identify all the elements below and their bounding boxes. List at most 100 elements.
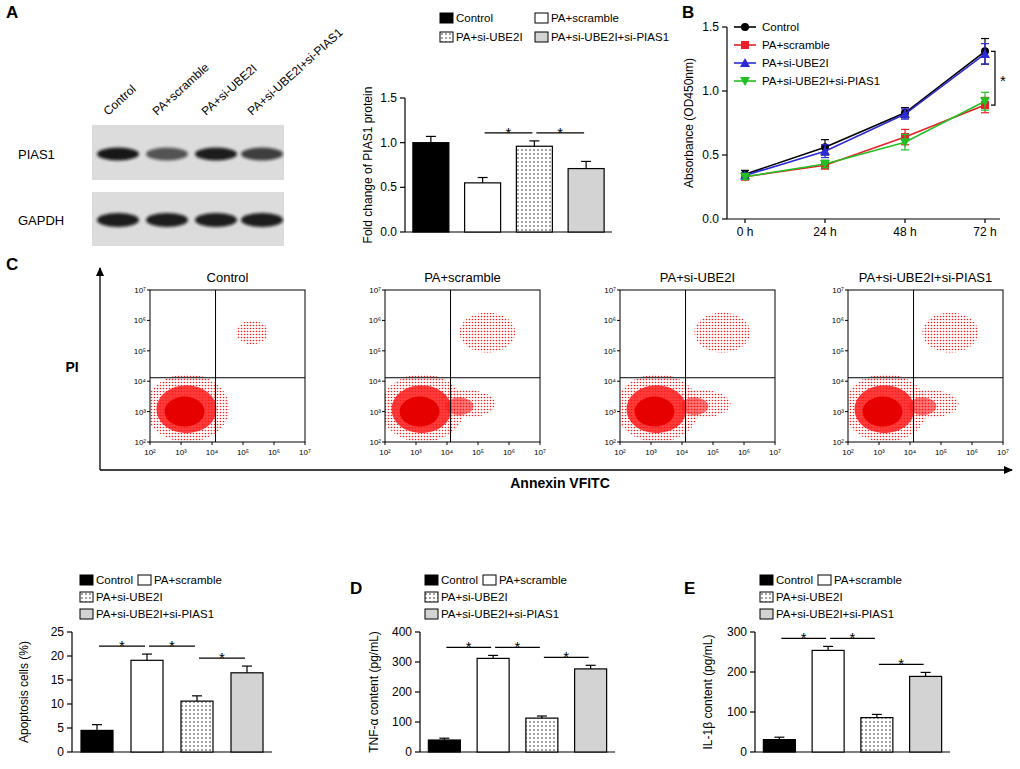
event-halo xyxy=(671,390,731,418)
panel-letter: C xyxy=(6,255,18,274)
quadrant-gate xyxy=(450,290,451,442)
dot-plot: Control10²10³10⁴10⁵10⁶10⁷10²10³10⁴10⁵10⁶… xyxy=(134,270,311,457)
y-tick-label: 25 xyxy=(51,625,65,639)
y-tick xyxy=(845,320,848,321)
y-arrow xyxy=(99,268,100,470)
error-bar xyxy=(192,696,202,701)
x-tick xyxy=(879,442,880,445)
y-tick-label: 10⁴ xyxy=(832,377,845,386)
bar xyxy=(231,673,263,752)
y-axis-label: IL-1β content (pg/mL) xyxy=(701,635,715,750)
y-tick xyxy=(382,350,385,351)
error-cap xyxy=(901,129,909,130)
y-tick xyxy=(845,350,848,351)
event-halo xyxy=(236,320,268,344)
figure: ABCDEPIAS1GAPDHControlPA+scramblePA+si-U… xyxy=(0,0,1020,769)
y-tick xyxy=(415,721,420,722)
bar xyxy=(812,650,844,752)
pias1-band xyxy=(195,148,237,161)
bar-chart: 0100200300400TNF-α content (pg/mL)***Con… xyxy=(367,574,615,759)
y-tick xyxy=(617,411,620,412)
x-tick xyxy=(744,442,745,445)
gapdh-band xyxy=(97,213,139,227)
error-bar xyxy=(981,97,989,112)
y-tick xyxy=(617,381,620,382)
quadrant-gate xyxy=(848,377,1003,378)
y-tick xyxy=(147,290,150,291)
legend-label: PA+si-UBE2I xyxy=(441,591,508,603)
x-tick-label: 24 h xyxy=(813,225,836,239)
y-tick-label: 100 xyxy=(392,715,412,729)
significance-star: * xyxy=(219,649,225,666)
x-tick-label: 10⁶ xyxy=(738,448,750,457)
plot-frame xyxy=(620,290,775,442)
error-cap xyxy=(426,136,436,137)
event-halo xyxy=(899,390,959,418)
y-tick xyxy=(382,442,385,443)
error-bar xyxy=(921,672,931,676)
y-tick xyxy=(400,231,405,232)
y-tick-label: 10⁵ xyxy=(604,347,616,356)
error-bar xyxy=(142,654,152,660)
event-core xyxy=(156,385,216,433)
y-tick xyxy=(382,411,385,412)
y-tick-label: 20 xyxy=(51,649,65,663)
error-cap xyxy=(981,92,989,93)
event-core xyxy=(680,397,708,415)
y-axis xyxy=(726,27,727,219)
bar xyxy=(131,660,163,752)
legend-swatch xyxy=(425,575,438,585)
error-cap xyxy=(142,653,152,654)
event-halo xyxy=(922,312,978,352)
error-bar xyxy=(774,737,784,739)
gapdh-band xyxy=(146,213,188,227)
legend-swatch xyxy=(483,575,496,585)
x-tick-label: 10⁵ xyxy=(237,448,249,457)
event-halo xyxy=(150,374,229,442)
legend-label: PA+si-UBE2I+si-PIAS1 xyxy=(96,608,214,620)
x-tick-label: 10³ xyxy=(410,448,422,457)
x-tick xyxy=(651,442,652,445)
y-tick-label: 10² xyxy=(134,438,146,447)
dot-cloud xyxy=(150,320,268,442)
legend-swatch xyxy=(818,575,831,585)
y-tick-label: 10⁵ xyxy=(369,347,381,356)
series-group xyxy=(740,39,990,182)
legend-marker xyxy=(740,77,750,86)
y-tick-label: 200 xyxy=(392,685,412,699)
x-tick-label: 10² xyxy=(144,448,156,457)
y-tick-label: 10⁶ xyxy=(832,316,844,325)
point-marker xyxy=(820,146,830,155)
y-tick xyxy=(845,411,848,412)
gapdh-band xyxy=(241,213,283,227)
error-cap xyxy=(478,177,488,178)
y-axis xyxy=(404,98,405,232)
y-tick xyxy=(845,381,848,382)
y-tick-label: 10⁴ xyxy=(369,377,382,386)
legend-swatch xyxy=(138,575,151,585)
y-tick xyxy=(67,727,72,728)
pias1-band xyxy=(241,148,283,161)
y-tick xyxy=(67,703,72,704)
y-tick-label: 10⁷ xyxy=(604,286,616,295)
y-tick xyxy=(722,26,727,27)
y-tick-label: 0 xyxy=(405,745,412,759)
y-tick-label: 10³ xyxy=(832,408,844,417)
legend-swatch xyxy=(440,32,453,42)
error-cap xyxy=(981,38,989,39)
quadrant-gate xyxy=(385,377,540,378)
x-tick xyxy=(509,442,510,445)
y-axis-label: Apoptosis cells (%) xyxy=(17,641,31,743)
legend-label: Control xyxy=(762,21,799,33)
x-tick-label: 10⁴ xyxy=(206,448,219,457)
y-tick-label: 10³ xyxy=(604,408,616,417)
x-tick xyxy=(682,442,683,445)
error-cap xyxy=(981,43,989,44)
error-cap xyxy=(901,107,909,108)
y-tick-label: 0 xyxy=(740,745,747,759)
protein-label: GAPDH xyxy=(18,213,64,228)
y-tick xyxy=(750,711,755,712)
bar xyxy=(428,740,460,752)
x-tick xyxy=(305,442,306,445)
y-tick xyxy=(750,671,755,672)
